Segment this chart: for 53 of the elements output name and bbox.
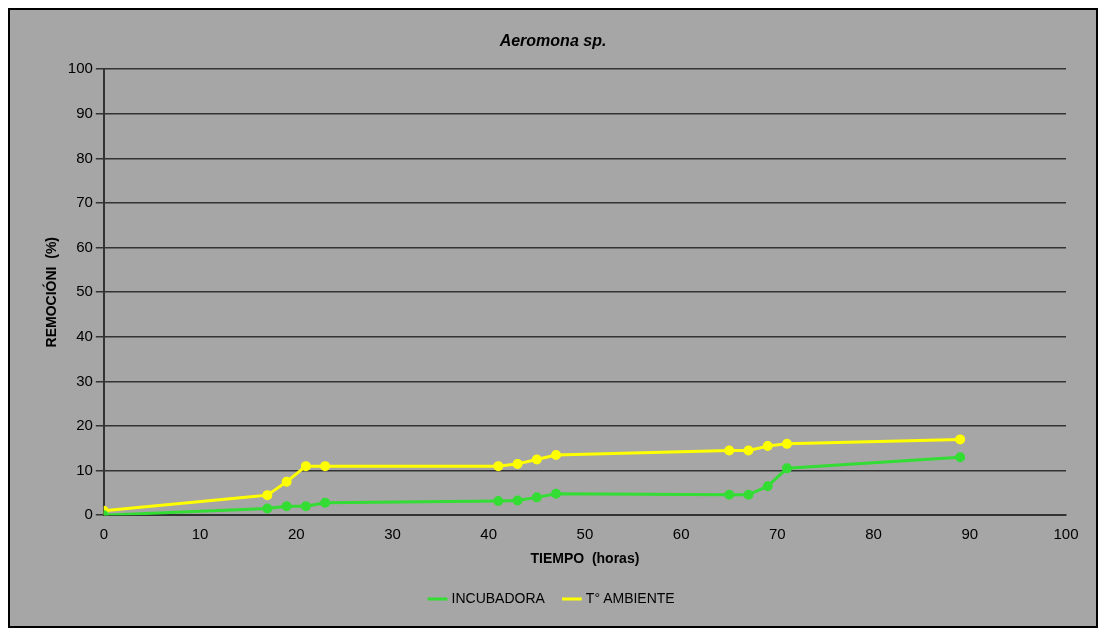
point [493,495,504,506]
y-tick-label: 80 [76,148,93,166]
x-tick-label: 80 [865,525,882,543]
point [743,445,754,456]
point [281,476,292,487]
point [762,441,773,452]
point [762,481,773,492]
point [724,489,735,500]
x-tick-label: 100 [1053,525,1079,543]
point [300,461,311,472]
x-tick-label: 60 [672,525,690,543]
y-tick-label: 60 [76,237,93,255]
point [551,488,562,499]
y-tick-label: 90 [76,103,93,121]
y-tick-label: 50 [76,282,93,300]
point [320,497,331,508]
point [781,463,792,474]
point [320,461,331,472]
y-tick-label: 30 [76,371,93,389]
point [531,454,542,465]
point [955,452,966,463]
x-tick-label: 70 [769,525,786,543]
y-tick-label: 70 [76,193,93,211]
x-tick-label: 40 [480,525,498,543]
point [512,495,523,506]
point [493,461,504,472]
point [281,501,292,512]
y-tick-label: 10 [76,460,93,478]
legend-label: INCUBADORA [451,589,546,606]
y-tick-label: 20 [76,416,93,434]
x-tick-label: 30 [384,525,401,543]
x-tick-label: 50 [576,525,594,543]
point [512,458,523,469]
point [781,438,792,449]
y-tick-label: 0 [84,505,93,523]
x-axis-title: TIEMPO (horas) [530,550,640,567]
point [743,489,754,500]
point [262,490,273,501]
x-tick-label: 90 [961,525,979,543]
point [300,501,311,512]
x-tick-label: 10 [191,525,209,543]
y-axis-title: REMOCIÓNI (%) [42,236,60,348]
point [955,434,966,445]
y-tick-label: 100 [67,59,93,77]
x-tick-label: 20 [287,525,305,543]
point [724,445,735,456]
legend-label: T° AMBIENTE [585,589,675,606]
y-tick-label: 40 [76,326,93,344]
point [531,492,542,503]
chart-title: Aeromona sp. [498,32,607,50]
point [262,503,273,514]
x-tick-label: 0 [99,525,108,543]
point [551,449,562,460]
